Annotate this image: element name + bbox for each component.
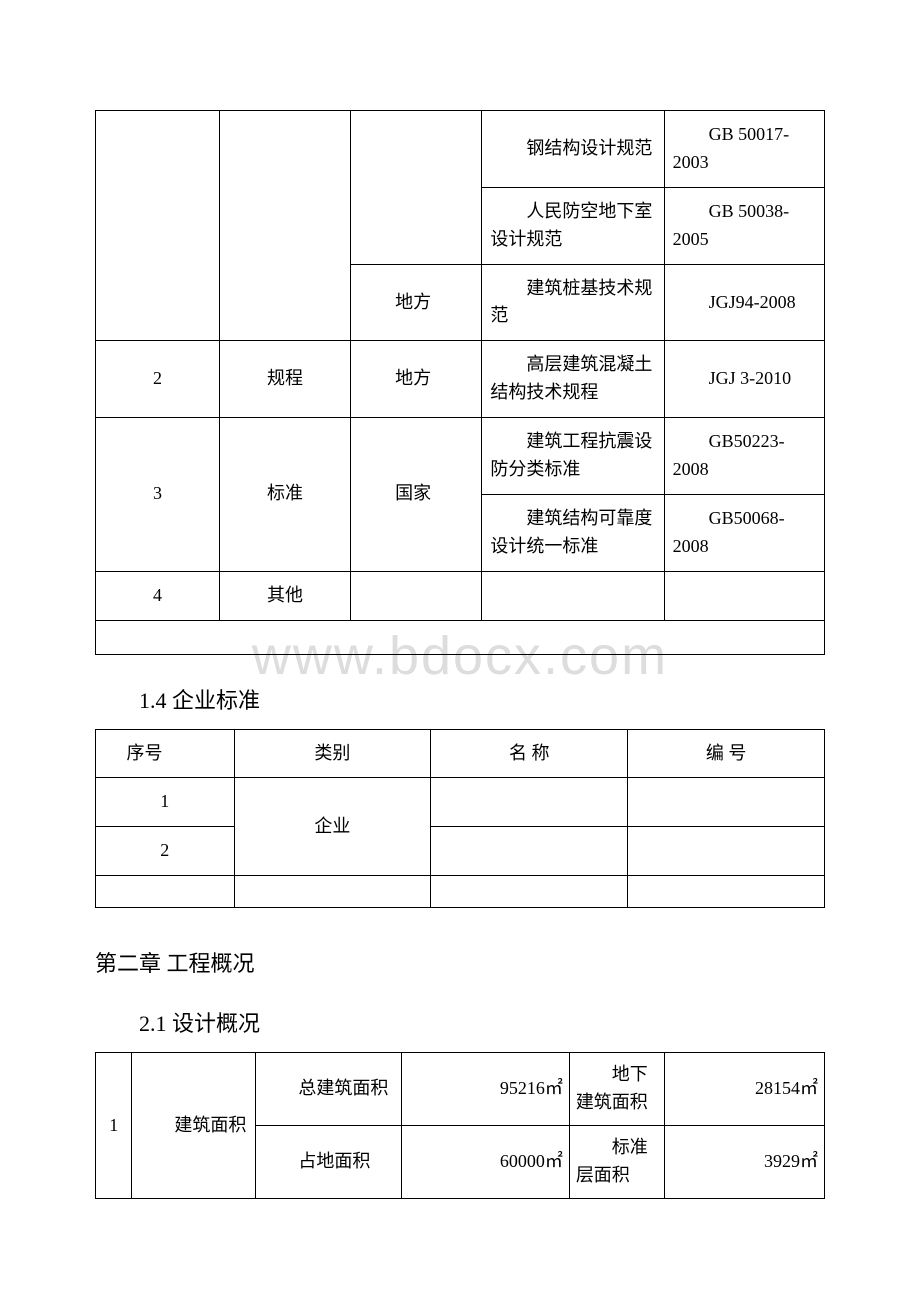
- cell-sublabel: 地下建筑面积: [569, 1053, 664, 1126]
- cell-value: 28154㎡: [664, 1053, 824, 1126]
- cell-label: 建筑面积: [132, 1053, 256, 1199]
- table-header-row: 序号 类别 名 称 编 号: [96, 729, 825, 778]
- table-row: 2: [96, 827, 825, 876]
- cell-standard-name: 建筑桩基技术规范: [482, 264, 664, 341]
- section-heading-1-4: 1.4 企业标准: [139, 683, 825, 715]
- cell-level: 地方: [351, 341, 482, 418]
- cell-standard-code: GB50223-2008: [664, 418, 824, 495]
- table-row: 1 建筑面积 总建筑面积 95216㎡ 地下建筑面积 28154㎡: [96, 1053, 825, 1126]
- cell-sublabel: 总建筑面积: [256, 1053, 402, 1126]
- cell-standard-name: 建筑工程抗震设防分类标准: [482, 418, 664, 495]
- section-heading-2-1: 2.1 设计概况: [139, 1006, 825, 1038]
- cell-sublabel: 标准层面积: [569, 1126, 664, 1199]
- cell-index: 1: [96, 1053, 132, 1199]
- cell-index: 3: [96, 418, 220, 572]
- cell-category: 标准: [219, 418, 350, 572]
- cell-sublabel: 占地面积: [256, 1126, 402, 1199]
- table-row: 2 规程 地方 高层建筑混凝土结构技术规程 JGJ 3-2010: [96, 341, 825, 418]
- cell-category: 企业: [234, 778, 431, 876]
- table-row: [96, 620, 825, 654]
- cell-category: 其他: [219, 571, 350, 620]
- cell-category: 规程: [219, 341, 350, 418]
- cell-index: 2: [96, 827, 235, 876]
- col-header-code: 编 号: [628, 729, 825, 778]
- cell-standard-code: GB50068-2008: [664, 494, 824, 571]
- cell-standard-code: GB 50038-2005: [664, 187, 824, 264]
- cell-value: 95216㎡: [402, 1053, 570, 1126]
- standards-table: 钢结构设计规范 GB 50017-2003 人民防空地下室设计规范 GB 500…: [95, 110, 825, 655]
- table-row: 3 标准 国家 建筑工程抗震设防分类标准 GB50223-2008: [96, 418, 825, 495]
- cell-standard-code: JGJ94-2008: [664, 264, 824, 341]
- cell-index: 4: [96, 571, 220, 620]
- cell-level: 国家: [351, 418, 482, 572]
- cell-standard-name: 建筑结构可靠度设计统一标准: [482, 494, 664, 571]
- table-row: 1 企业: [96, 778, 825, 827]
- cell-level: 地方: [351, 264, 482, 341]
- cell-standard-name: 高层建筑混凝土结构技术规程: [482, 341, 664, 418]
- cell-value: 60000㎡: [402, 1126, 570, 1199]
- cell-index: 2: [96, 341, 220, 418]
- cell-standard-name: 人民防空地下室设计规范: [482, 187, 664, 264]
- table-row: 钢结构设计规范 GB 50017-2003: [96, 111, 825, 188]
- cell-standard-name: 钢结构设计规范: [482, 111, 664, 188]
- cell-value: 3929㎡: [664, 1126, 824, 1199]
- table-row: [96, 876, 825, 908]
- table-row: 4 其他: [96, 571, 825, 620]
- design-overview-table: 1 建筑面积 总建筑面积 95216㎡ 地下建筑面积 28154㎡ 占地面积 6…: [95, 1052, 825, 1199]
- cell-standard-code: GB 50017-2003: [664, 111, 824, 188]
- cell-index: 1: [96, 778, 235, 827]
- col-header-name: 名 称: [431, 729, 628, 778]
- chapter-heading-2: 第二章 工程概况: [95, 946, 825, 978]
- col-header-index: 序号: [96, 729, 235, 778]
- col-header-category: 类别: [234, 729, 431, 778]
- cell-standard-code: JGJ 3-2010: [664, 341, 824, 418]
- enterprise-standards-table: 序号 类别 名 称 编 号 1 企业 2: [95, 729, 825, 909]
